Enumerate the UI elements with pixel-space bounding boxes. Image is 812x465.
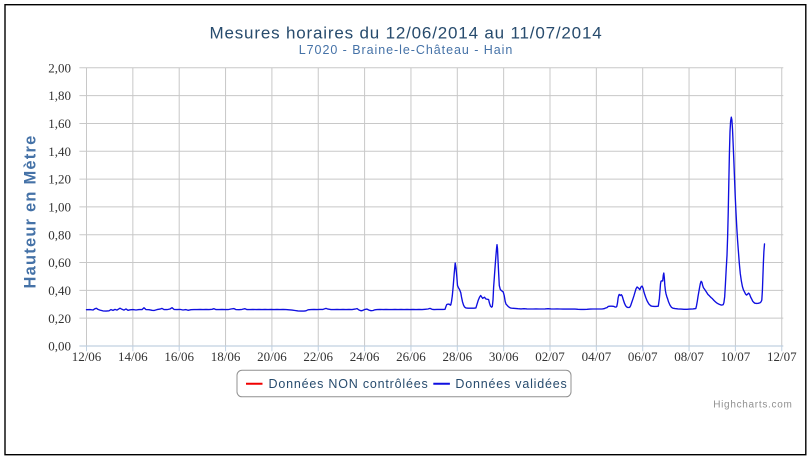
svg-text:16/06: 16/06 (164, 349, 194, 364)
svg-text:1,40: 1,40 (48, 144, 71, 159)
svg-text:22/06: 22/06 (303, 349, 333, 364)
svg-text:0,60: 0,60 (48, 255, 71, 270)
svg-text:L7020 - Braine-le-Château - Ha: L7020 - Braine-le-Château - Hain (299, 43, 514, 57)
svg-text:0,00: 0,00 (48, 339, 71, 354)
svg-text:12/06: 12/06 (72, 349, 102, 364)
svg-text:0,20: 0,20 (48, 311, 71, 326)
svg-text:1,80: 1,80 (48, 88, 71, 103)
svg-text:24/06: 24/06 (350, 349, 380, 364)
svg-text:02/07: 02/07 (535, 349, 565, 364)
svg-text:1,20: 1,20 (48, 172, 71, 187)
svg-text:0,40: 0,40 (48, 283, 71, 298)
svg-text:14/06: 14/06 (118, 349, 148, 364)
svg-text:1,00: 1,00 (48, 200, 71, 215)
svg-text:12/07: 12/07 (767, 349, 797, 364)
svg-text:Données NON contrôlées: Données NON contrôlées (269, 377, 429, 391)
svg-text:2,00: 2,00 (48, 60, 71, 75)
svg-text:08/07: 08/07 (674, 349, 704, 364)
svg-text:Highcharts.com: Highcharts.com (713, 400, 792, 411)
svg-text:Hauteur en Mètre: Hauteur en Mètre (22, 135, 40, 289)
svg-text:20/06: 20/06 (257, 349, 287, 364)
svg-text:1,60: 1,60 (48, 116, 71, 131)
svg-text:Mesures horaires du 12/06/2014: Mesures horaires du 12/06/2014 au 11/07/… (209, 23, 602, 42)
svg-text:10/07: 10/07 (721, 349, 751, 364)
svg-text:06/07: 06/07 (628, 349, 658, 364)
svg-text:28/06: 28/06 (442, 349, 472, 364)
svg-text:Données validées: Données validées (455, 377, 567, 391)
svg-text:26/06: 26/06 (396, 349, 426, 364)
svg-text:18/06: 18/06 (211, 349, 241, 364)
svg-text:04/07: 04/07 (582, 349, 612, 364)
svg-text:30/06: 30/06 (489, 349, 519, 364)
svg-text:0,80: 0,80 (48, 227, 71, 242)
